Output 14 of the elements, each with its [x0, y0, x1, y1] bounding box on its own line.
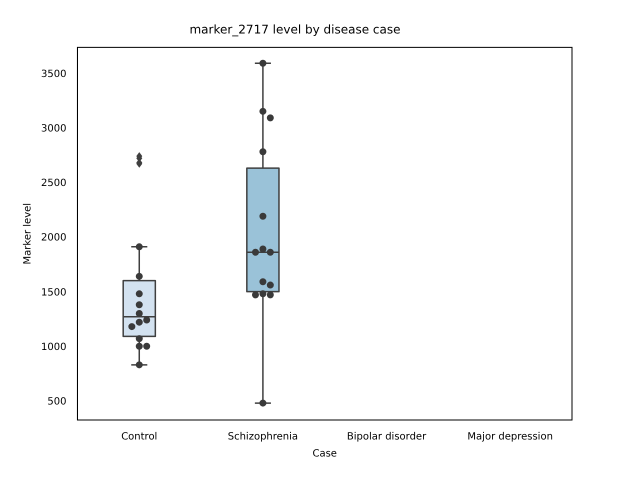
y-tick-label: 2000	[40, 232, 66, 244]
y-axis-title: Marker level	[22, 202, 34, 264]
x-tick-label: Control	[121, 432, 158, 443]
x-tick-label: Bipolar disorder	[346, 432, 428, 443]
y-tick-label: 3000	[40, 123, 66, 134]
chart-title: marker_2717 level by disease case	[189, 22, 401, 36]
x-axis-title: Case	[312, 448, 337, 460]
y-tick-label: 1000	[40, 342, 66, 353]
y-tick-label: 1500	[40, 287, 66, 298]
y-tick-label: 500	[47, 396, 66, 408]
y-tick-label: 3500	[40, 68, 66, 80]
y-tick-label: 2500	[40, 178, 66, 190]
x-tick-label: Major depression	[467, 432, 553, 443]
x-tick-label: Schizophrenia	[228, 432, 298, 443]
